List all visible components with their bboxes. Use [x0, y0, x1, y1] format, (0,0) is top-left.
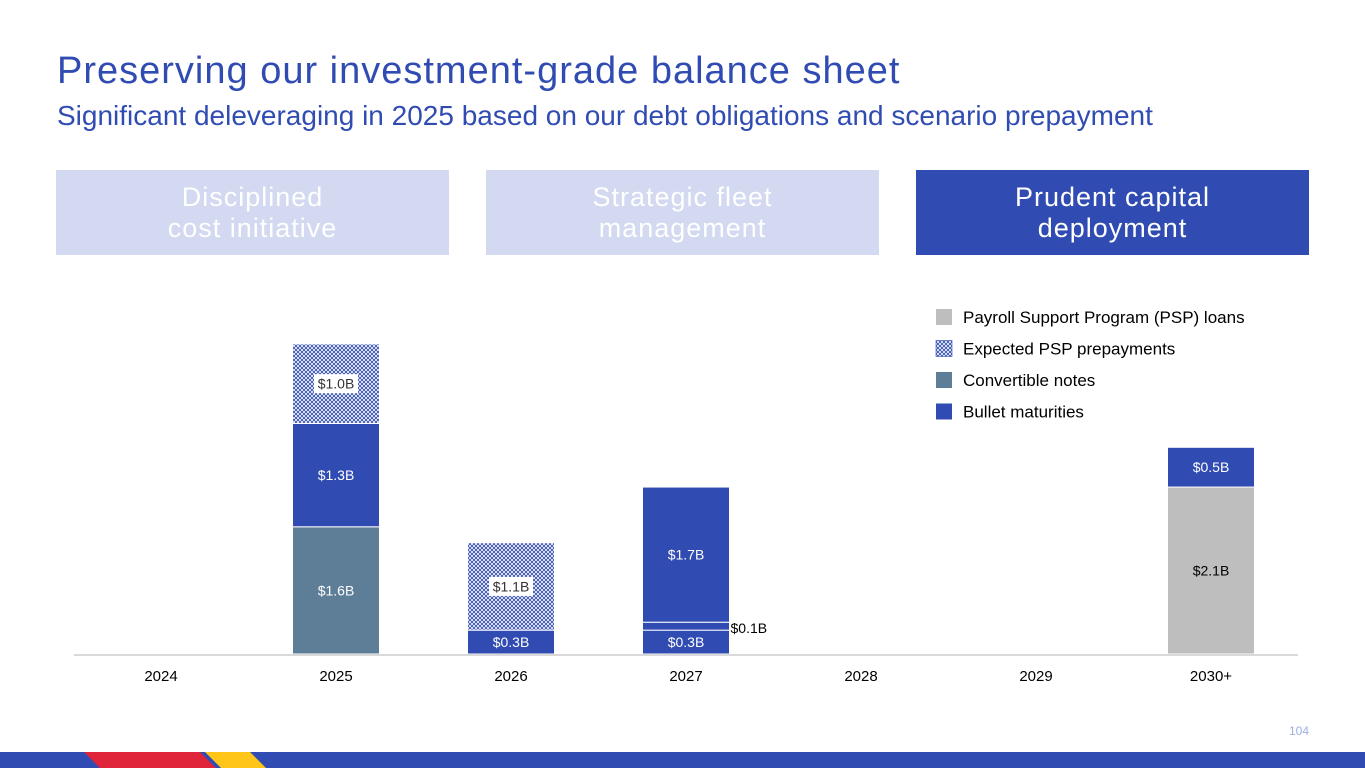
- stripe-yellow: [205, 752, 266, 768]
- bar-segment: [642, 621, 730, 631]
- bar-group: [292, 343, 1255, 655]
- page-title: Preserving our investment-grade balance …: [57, 50, 901, 92]
- data-label-bg: [314, 374, 358, 394]
- bar-segment: [292, 422, 380, 528]
- data-label: $1.6B: [318, 582, 355, 598]
- data-label: $0.3B: [668, 634, 705, 650]
- data-labels: $1.6B $1.3B $1.0B $0.3B $1.1B $0.3B $0.1B $1.7B…: [314, 374, 1229, 650]
- x-tick-labels: 2024 2025 2026 2027 2028 2029 2030+: [144, 668, 1232, 685]
- bar-segment: [1167, 446, 1255, 488]
- data-label: $2.1B: [1193, 563, 1230, 579]
- x-tick-label: 2027: [669, 668, 702, 685]
- data-label: $1.0B: [318, 376, 355, 392]
- x-tick-label: 2024: [144, 668, 177, 685]
- x-tick-label: 2028: [844, 668, 877, 685]
- brand-stripe: [0, 752, 1365, 768]
- data-label-bg: [489, 576, 533, 596]
- legend-label: Payroll Support Program (PSP) loans: [963, 308, 1245, 327]
- x-tick-label: 2030+: [1190, 668, 1232, 685]
- legend-swatch: [936, 403, 952, 420]
- page-subtitle: Significant deleveraging in 2025 based o…: [57, 100, 1153, 131]
- stripe-blue: [0, 752, 1365, 768]
- debt-maturity-chart: 2024 2025 2026 2027 2028 2029 2030+ $1.6B $1.3B…: [74, 308, 1298, 685]
- data-label: $0.3B: [493, 634, 530, 650]
- legend: Payroll Support Program (PSP) loans Expec…: [935, 308, 1245, 422]
- legend-swatch: [936, 309, 952, 325]
- legend-label: Bullet maturities: [963, 403, 1084, 422]
- data-label: $0.1B: [731, 620, 768, 636]
- legend-swatch: [935, 340, 953, 357]
- legend-label: Expected PSP prepayments: [963, 340, 1175, 359]
- x-tick-label: 2026: [494, 668, 527, 685]
- data-label: $1.1B: [493, 578, 530, 594]
- bar-segment: [642, 486, 730, 623]
- legend-label: Convertible notes: [963, 371, 1095, 390]
- stripe-red: [84, 752, 216, 768]
- bar-segment: [1167, 486, 1255, 655]
- data-label: $1.7B: [668, 547, 705, 563]
- x-tick-label: 2025: [319, 668, 352, 685]
- data-label: $1.3B: [318, 467, 355, 483]
- x-tick-label: 2029: [1019, 668, 1052, 685]
- pillar-fleet-management: Strategic fleet management: [486, 170, 879, 255]
- pillar-capital-deployment: Prudent capital deployment: [916, 170, 1309, 255]
- legend-swatch: [936, 372, 952, 388]
- page-number: 104: [1288, 724, 1309, 738]
- data-label: $0.5B: [1193, 459, 1230, 475]
- pillar-cost-initiative: Disciplined cost initiative: [56, 170, 449, 255]
- bar-segment: [292, 526, 380, 655]
